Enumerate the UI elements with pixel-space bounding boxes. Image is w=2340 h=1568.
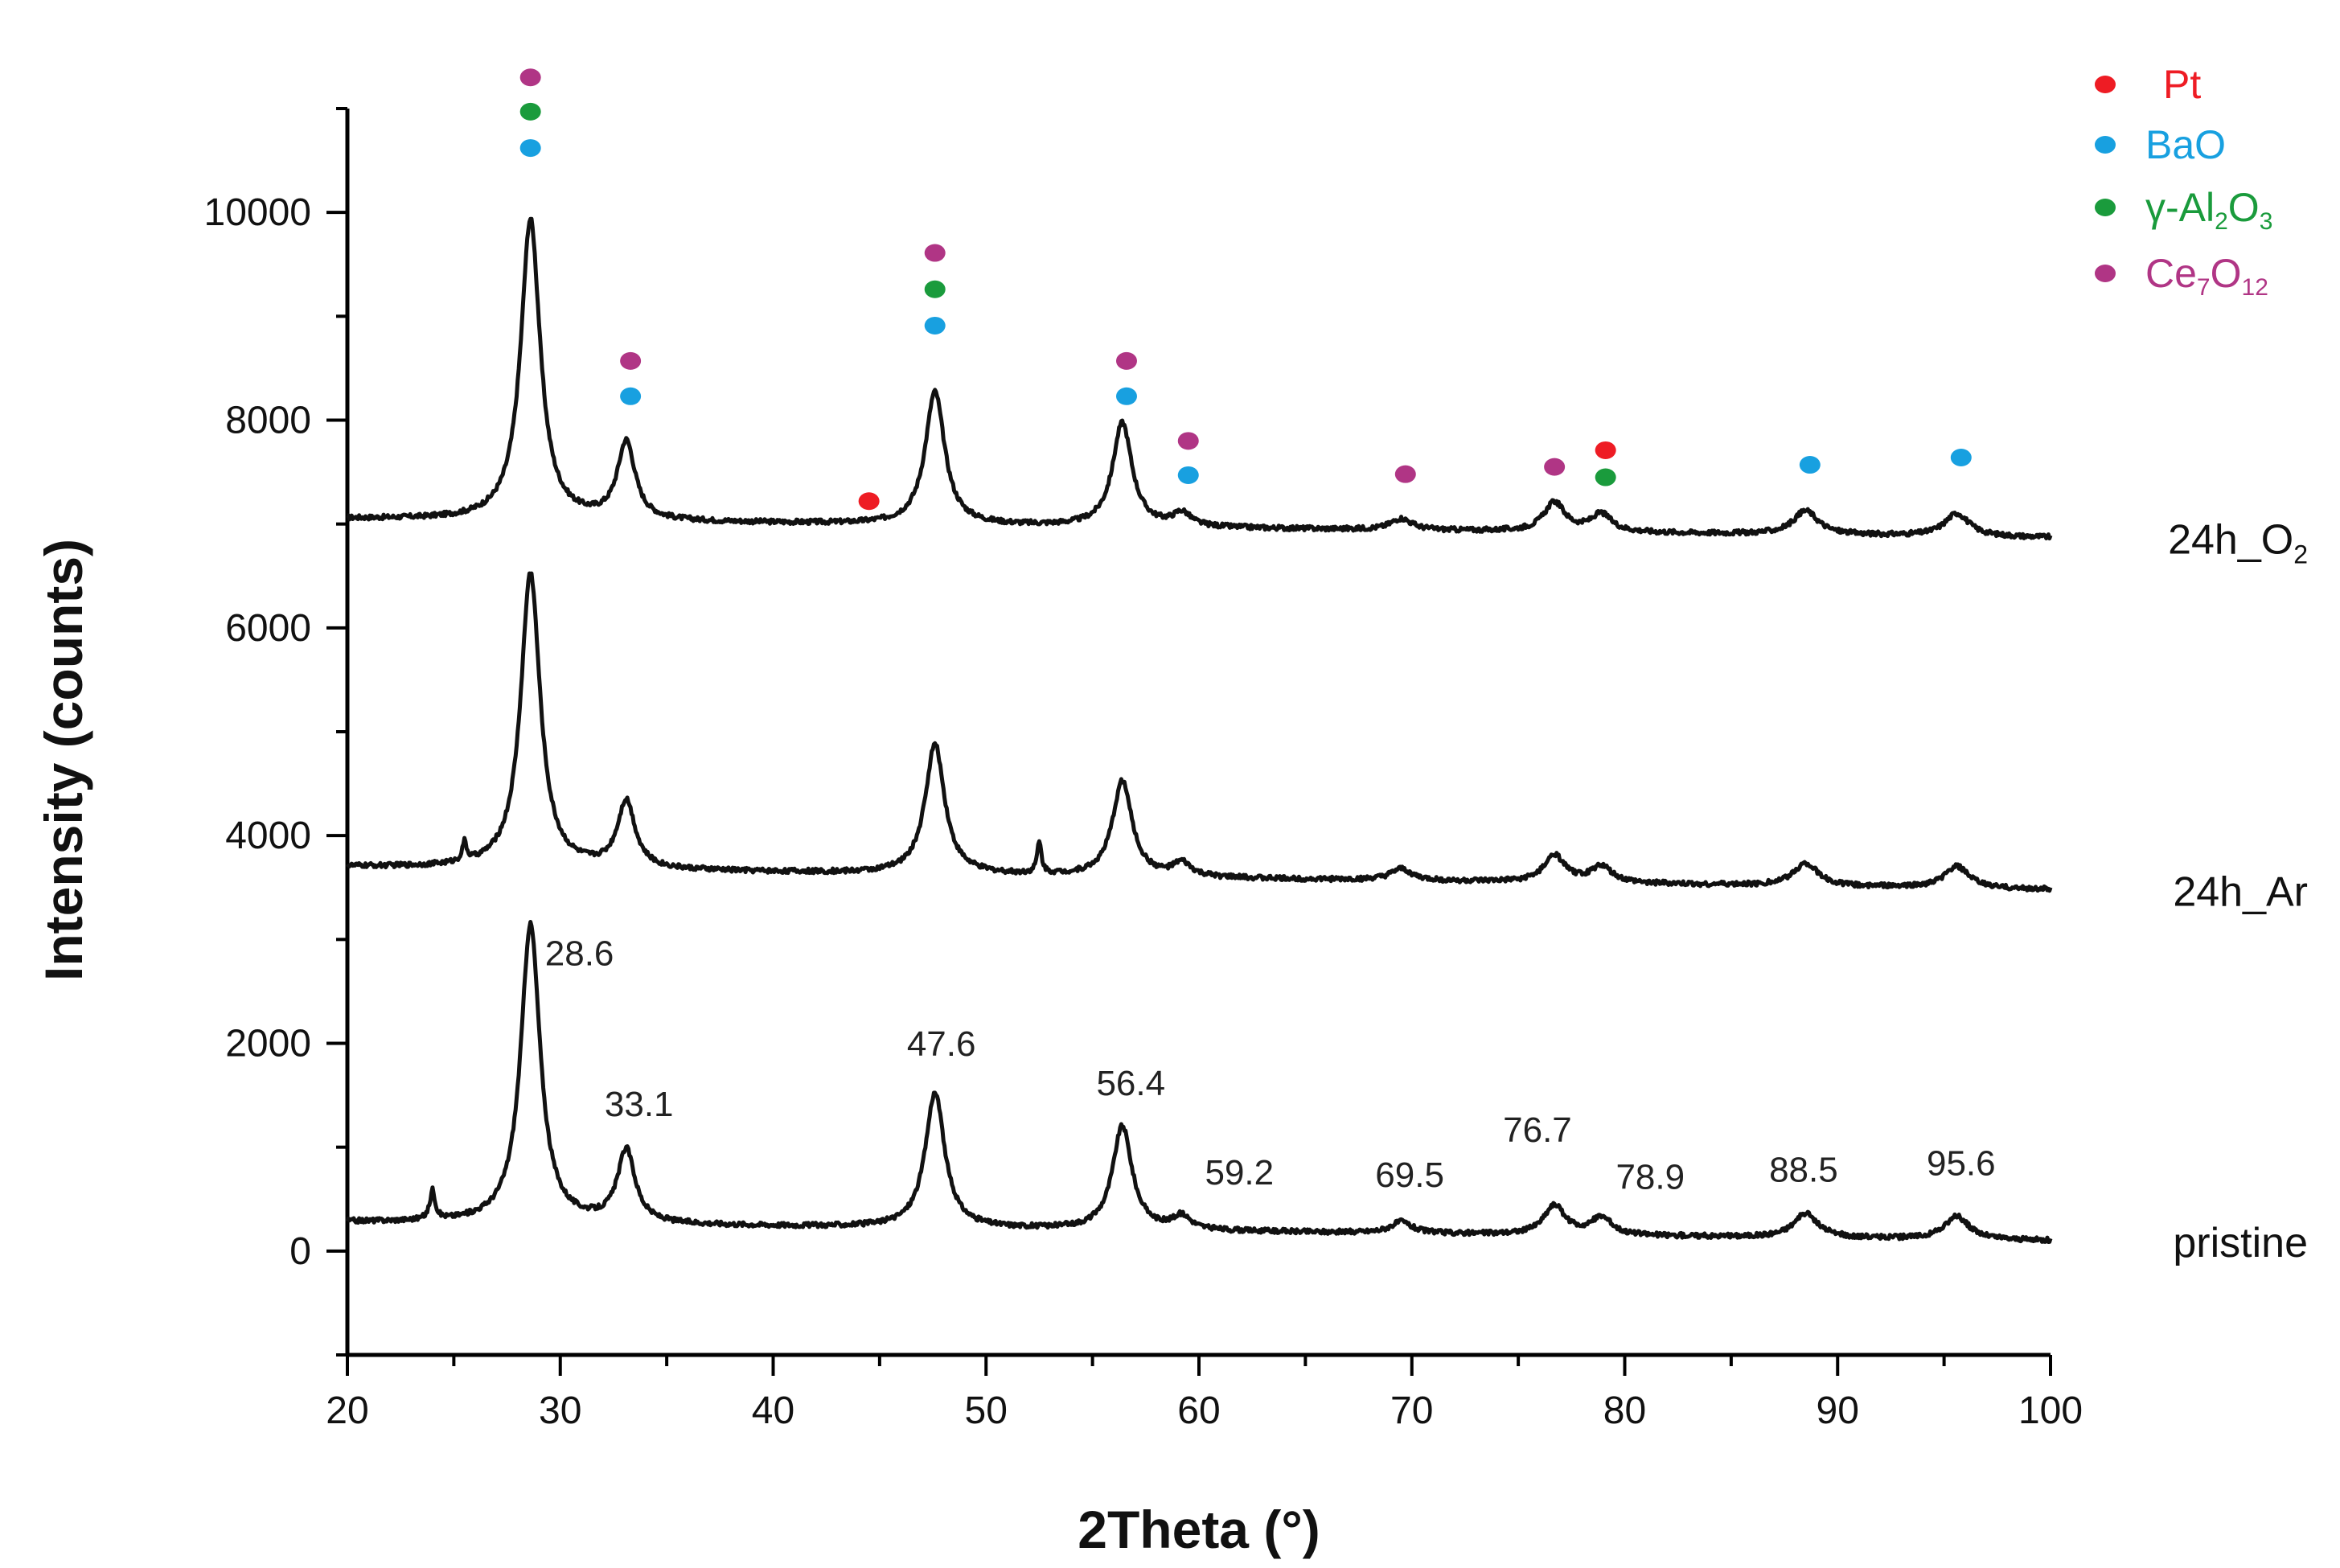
x-tick-label: 50 bbox=[965, 1389, 1008, 1432]
legend-label-bao: BaO bbox=[2145, 122, 2226, 167]
legend-marker-pt bbox=[2095, 76, 2116, 93]
phase-marker-al2o3 bbox=[519, 102, 541, 121]
traces bbox=[345, 216, 2053, 1244]
peak-label: 28.6 bbox=[545, 934, 614, 974]
phase-marker-ce7o12 bbox=[924, 244, 946, 262]
y-tick-label: 0 bbox=[289, 1230, 311, 1273]
phase-marker-bao bbox=[924, 316, 946, 335]
phase-marker-ce7o12 bbox=[620, 351, 642, 370]
y-tick-label: 6000 bbox=[225, 607, 311, 650]
axes: 20 30 40 50 60 70 80 90 100 0 2000 4000 6000 8000 1000… bbox=[204, 107, 2083, 1432]
phase-marker-pt bbox=[1595, 441, 1616, 459]
series-labels: 24h_O2 24h_Ar pristine bbox=[2168, 516, 2308, 1266]
peak-label: 76.7 bbox=[1503, 1110, 1572, 1150]
phase-marker-ce7o12 bbox=[1544, 458, 1566, 476]
series-label-pristine: pristine bbox=[2173, 1220, 2308, 1266]
x-tick-label: 60 bbox=[1177, 1389, 1220, 1432]
peak-labels: 28.6 33.1 47.6 56.4 59.2 69.5 76.7 78.9 88.5 95.6 bbox=[545, 934, 1996, 1197]
peak-label: 69.5 bbox=[1375, 1155, 1444, 1195]
peak-label: 56.4 bbox=[1096, 1064, 1165, 1103]
legend-label-al2o3: γ-Al2O3 bbox=[2145, 185, 2272, 235]
phase-marker-bao bbox=[1115, 387, 1137, 405]
legend-marker-bao bbox=[2095, 136, 2116, 154]
legend-marker-al2o3 bbox=[2095, 199, 2116, 216]
series-label-24h-ar: 24h_Ar bbox=[2173, 868, 2308, 915]
peak-label: 88.5 bbox=[1769, 1150, 1838, 1189]
x-tick-label: 100 bbox=[2018, 1389, 2083, 1432]
y-tick-label: 8000 bbox=[225, 400, 311, 442]
phase-marker-bao bbox=[620, 387, 642, 405]
legend-marker-ce7o12 bbox=[2095, 265, 2116, 282]
peak-label: 47.6 bbox=[907, 1024, 976, 1064]
x-tick-label: 80 bbox=[1603, 1389, 1646, 1432]
legend-label-ce7o12: Ce7O12 bbox=[2145, 251, 2268, 301]
phase-marker-bao bbox=[519, 139, 541, 158]
x-tick-label: 40 bbox=[752, 1389, 794, 1432]
peak-label: 78.9 bbox=[1615, 1157, 1685, 1197]
series-line-24h-ar bbox=[345, 571, 2053, 893]
x-axis-title: 2Theta (°) bbox=[1078, 1500, 1320, 1559]
x-tick-label: 90 bbox=[1817, 1389, 1859, 1432]
phase-marker-bao bbox=[1950, 449, 1972, 466]
phase-marker-pt bbox=[858, 492, 880, 511]
series-label-24h-o2: 24h_O2 bbox=[2168, 516, 2308, 569]
legend: Pt BaO γ-Al2O3 Ce7O12 bbox=[2095, 62, 2272, 301]
x-tick-label: 20 bbox=[326, 1389, 368, 1432]
peak-label: 33.1 bbox=[605, 1085, 674, 1124]
phase-marker-bao bbox=[1177, 466, 1199, 484]
phase-markers bbox=[519, 68, 1972, 511]
phase-marker-ce7o12 bbox=[1394, 465, 1416, 483]
series-line-pristine bbox=[345, 920, 2053, 1244]
y-tick-label: 4000 bbox=[225, 815, 311, 857]
phase-marker-al2o3 bbox=[924, 280, 946, 298]
series-line-24h-o2 bbox=[346, 216, 2053, 541]
phase-marker-ce7o12 bbox=[1115, 351, 1137, 370]
peak-label: 95.6 bbox=[1927, 1144, 1996, 1184]
legend-label-pt: Pt bbox=[2163, 62, 2201, 107]
phase-marker-ce7o12 bbox=[519, 68, 541, 87]
x-tick-label: 30 bbox=[539, 1389, 581, 1432]
phase-marker-al2o3 bbox=[1595, 468, 1616, 486]
phase-marker-bao bbox=[1799, 456, 1821, 474]
peak-label: 59.2 bbox=[1205, 1153, 1274, 1192]
y-axis-title: Intensity (counts) bbox=[34, 539, 93, 981]
x-tick-label: 70 bbox=[1390, 1389, 1433, 1432]
y-tick-label: 10000 bbox=[204, 191, 311, 234]
phase-marker-ce7o12 bbox=[1177, 432, 1199, 450]
y-tick-label: 2000 bbox=[225, 1023, 311, 1065]
